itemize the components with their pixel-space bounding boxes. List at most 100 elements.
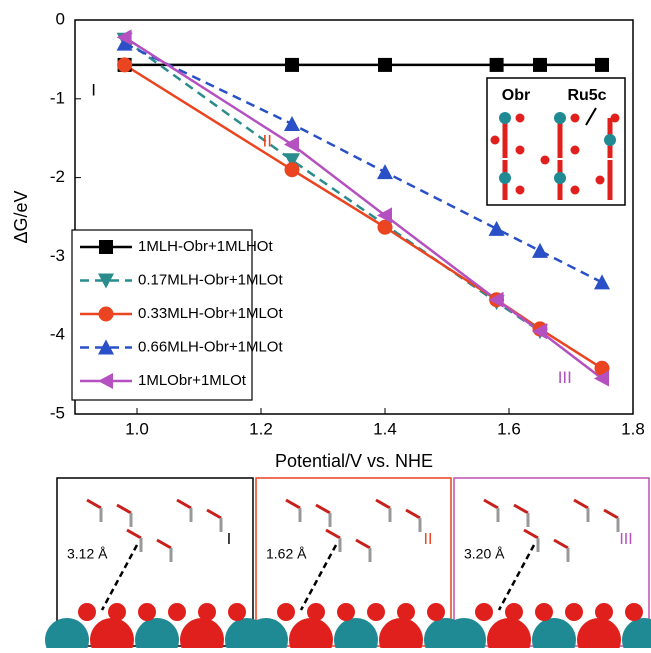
atom bbox=[397, 603, 415, 621]
atom bbox=[244, 618, 288, 653]
legend-label: 0.33MLH-Obr+1MLOt bbox=[138, 305, 283, 322]
atom bbox=[610, 113, 620, 123]
x-tick-label: 1.4 bbox=[373, 419, 397, 438]
marker bbox=[98, 273, 114, 289]
marker bbox=[488, 291, 504, 308]
legend-label: 0.17MLH-Obr+1MLOt bbox=[138, 271, 283, 288]
atom bbox=[135, 618, 179, 653]
atom bbox=[515, 185, 525, 195]
marker bbox=[98, 339, 114, 355]
x-axis-label: Potential/V vs. NHE bbox=[275, 451, 433, 471]
atom bbox=[289, 618, 333, 653]
water bbox=[355, 538, 371, 550]
atom bbox=[45, 618, 89, 653]
inset-label: Obr bbox=[502, 87, 530, 104]
legend: 1MLH-Obr+1MLHOt 0.17MLH-Obr+1MLOt 0.33MLH-… bbox=[71, 229, 283, 401]
atom bbox=[334, 618, 378, 653]
water bbox=[483, 498, 499, 510]
water bbox=[405, 508, 421, 520]
atom bbox=[228, 603, 246, 621]
y-tick-label: -2 bbox=[50, 167, 65, 186]
marker bbox=[378, 57, 392, 72]
atom bbox=[505, 603, 523, 621]
atom bbox=[570, 113, 580, 123]
atom bbox=[499, 172, 511, 184]
annotation: III bbox=[558, 368, 572, 387]
y-tick-label: 0 bbox=[56, 9, 65, 28]
water bbox=[523, 528, 539, 540]
atom bbox=[138, 603, 156, 621]
marker bbox=[532, 323, 547, 340]
atom bbox=[198, 603, 216, 621]
marker bbox=[117, 57, 133, 73]
marker bbox=[98, 373, 113, 389]
atom bbox=[540, 155, 550, 165]
atom bbox=[570, 185, 580, 195]
series-line bbox=[123, 63, 603, 370]
atom bbox=[108, 603, 126, 621]
water bbox=[86, 498, 102, 510]
water bbox=[285, 498, 301, 510]
water bbox=[325, 528, 341, 540]
series-line bbox=[123, 36, 603, 380]
x-tick-label: 1.0 bbox=[125, 419, 149, 438]
marker bbox=[488, 220, 505, 236]
annotation: I bbox=[91, 80, 96, 99]
marker bbox=[116, 35, 133, 51]
plot-frame bbox=[74, 19, 634, 415]
atom bbox=[595, 175, 605, 185]
panel-distance: 3.12 Å bbox=[67, 546, 108, 562]
water bbox=[553, 538, 569, 550]
y-tick-label: -5 bbox=[50, 403, 65, 422]
legend-label: 1MLH-Obr+1MLHOt bbox=[138, 238, 273, 255]
marker bbox=[377, 164, 393, 180]
marker bbox=[377, 207, 392, 224]
marker bbox=[595, 57, 609, 72]
atom bbox=[475, 603, 493, 621]
y-tick-label: -3 bbox=[50, 246, 65, 265]
atom bbox=[78, 603, 96, 621]
atom bbox=[90, 618, 134, 653]
legend-label: 1MLObr+1MLOt bbox=[138, 372, 247, 389]
water bbox=[573, 498, 589, 510]
panel-distance: 3.20 Å bbox=[464, 546, 505, 562]
marker bbox=[98, 306, 114, 322]
atom bbox=[307, 603, 325, 621]
water bbox=[206, 508, 222, 520]
atom bbox=[379, 618, 423, 653]
atom bbox=[565, 603, 583, 621]
atom bbox=[554, 112, 566, 124]
marker bbox=[284, 162, 300, 178]
marker bbox=[116, 29, 132, 46]
atom bbox=[490, 135, 500, 145]
marker bbox=[489, 57, 504, 72]
atom bbox=[442, 618, 486, 653]
marker bbox=[532, 242, 548, 258]
inset-arrow bbox=[585, 107, 597, 126]
marker bbox=[377, 219, 393, 235]
water bbox=[116, 503, 132, 515]
atom bbox=[535, 603, 553, 621]
atom bbox=[577, 618, 621, 653]
panel-distance: 1.62 Å bbox=[266, 546, 307, 562]
marker bbox=[284, 116, 300, 132]
atom bbox=[554, 172, 566, 184]
marker bbox=[594, 274, 610, 290]
hbond bbox=[100, 544, 139, 611]
legend-label: 0.66MLH-Obr+1MLOt bbox=[138, 338, 283, 355]
water bbox=[126, 528, 142, 540]
atom bbox=[532, 618, 576, 653]
atom bbox=[622, 618, 651, 653]
marker bbox=[284, 136, 299, 153]
panel-label: II bbox=[424, 531, 433, 548]
series-line bbox=[124, 42, 603, 284]
y-tick-label: -1 bbox=[50, 88, 65, 107]
x-tick-label: 1.6 bbox=[497, 419, 521, 438]
marker bbox=[594, 360, 610, 376]
hbond bbox=[497, 544, 536, 611]
water bbox=[375, 498, 391, 510]
marker bbox=[594, 370, 609, 387]
atom bbox=[427, 603, 445, 621]
